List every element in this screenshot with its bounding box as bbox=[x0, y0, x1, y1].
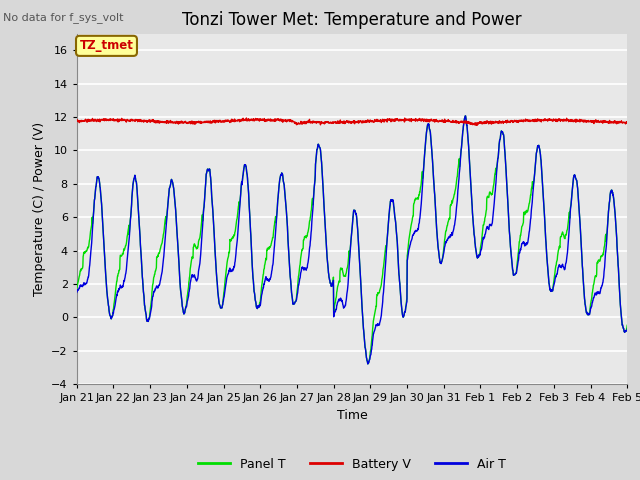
Text: No data for f_sys_volt: No data for f_sys_volt bbox=[3, 12, 124, 23]
Title: Tonzi Tower Met: Temperature and Power: Tonzi Tower Met: Temperature and Power bbox=[182, 11, 522, 29]
Text: TZ_tmet: TZ_tmet bbox=[79, 39, 133, 52]
Legend: Panel T, Battery V, Air T: Panel T, Battery V, Air T bbox=[193, 453, 511, 476]
Y-axis label: Temperature (C) / Power (V): Temperature (C) / Power (V) bbox=[33, 122, 45, 296]
X-axis label: Time: Time bbox=[337, 408, 367, 421]
